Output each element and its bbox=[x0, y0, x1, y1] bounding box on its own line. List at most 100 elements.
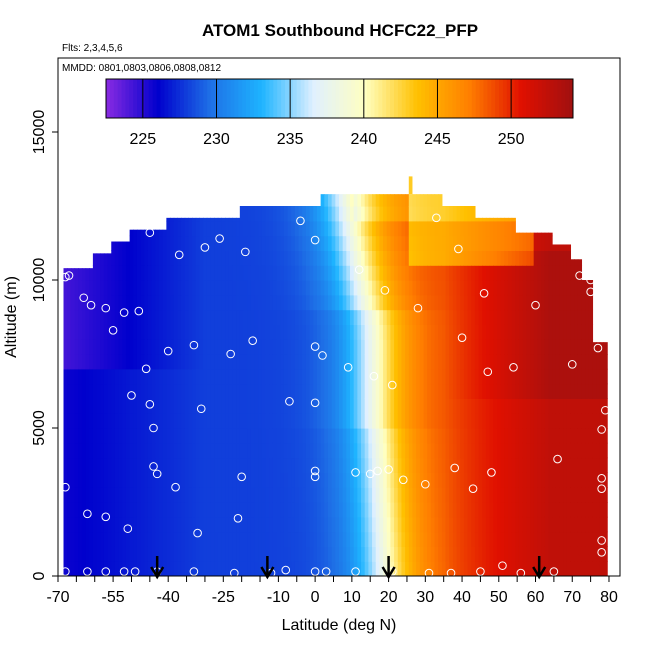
heatmap-cell bbox=[155, 472, 160, 488]
heatmap-cell bbox=[324, 235, 329, 251]
heatmap-cell bbox=[577, 487, 583, 503]
heatmap-cell bbox=[452, 250, 458, 266]
heatmap-cell bbox=[449, 354, 454, 370]
heatmap-cell bbox=[460, 413, 465, 429]
heatmap-cell bbox=[136, 309, 142, 325]
heatmap-cell bbox=[67, 268, 72, 281]
heatmap-cell bbox=[280, 398, 285, 414]
heatmap-cell bbox=[449, 413, 454, 429]
heatmap-cell bbox=[452, 487, 458, 503]
heatmap-cell bbox=[574, 398, 579, 414]
heatmap-cell bbox=[214, 413, 219, 429]
heatmap-cell bbox=[276, 442, 281, 459]
colorbar-segment bbox=[518, 79, 523, 118]
heatmap-cell bbox=[272, 220, 278, 237]
colorbar-segment bbox=[168, 79, 173, 118]
heatmap-cell bbox=[192, 354, 197, 370]
heatmap-cell bbox=[507, 265, 513, 281]
heatmap-cell bbox=[548, 561, 553, 576]
heatmap-cell bbox=[342, 220, 347, 237]
heatmap-cell bbox=[493, 324, 498, 340]
heatmap-cell bbox=[280, 235, 285, 251]
heatmap-cell bbox=[173, 265, 178, 281]
heatmap-cell bbox=[588, 457, 594, 473]
heatmap-cell bbox=[63, 561, 68, 576]
heatmap-cell bbox=[74, 268, 79, 281]
heatmap-cell bbox=[361, 294, 366, 311]
heatmap-cell bbox=[247, 472, 252, 488]
heatmap-cell bbox=[188, 250, 193, 266]
heatmap-cell bbox=[408, 324, 414, 340]
heatmap-cell bbox=[463, 383, 469, 399]
heatmap-cell bbox=[518, 354, 524, 370]
heatmap-cell bbox=[214, 428, 219, 444]
heatmap-cell bbox=[254, 502, 259, 518]
heatmap-cell bbox=[474, 531, 480, 547]
heatmap-cell bbox=[217, 235, 223, 251]
heatmap-cell bbox=[309, 516, 314, 533]
heatmap-cell bbox=[239, 294, 245, 311]
heatmap-cell bbox=[405, 487, 410, 503]
heatmap-cell bbox=[383, 280, 388, 296]
colorbar-segment bbox=[378, 79, 383, 118]
heatmap-cell bbox=[324, 502, 329, 518]
heatmap-cell bbox=[125, 413, 131, 429]
heatmap-cell bbox=[173, 546, 178, 562]
heatmap-cell bbox=[518, 250, 524, 266]
heatmap-cell bbox=[258, 354, 263, 370]
heatmap-cell bbox=[581, 383, 586, 399]
heatmap-cell bbox=[250, 368, 256, 385]
heatmap-cell bbox=[151, 413, 156, 429]
heatmap-cell bbox=[151, 442, 156, 459]
heatmap-cell bbox=[133, 457, 138, 473]
heatmap-cell bbox=[265, 428, 270, 444]
heatmap-cell bbox=[335, 206, 340, 222]
heatmap-cell bbox=[203, 472, 208, 488]
heatmap-cell bbox=[324, 194, 329, 207]
heatmap-cell bbox=[195, 220, 201, 237]
heatmap-cell bbox=[162, 383, 167, 399]
heatmap-cell bbox=[173, 294, 178, 311]
heatmap-cell bbox=[305, 250, 311, 266]
heatmap-cell bbox=[471, 368, 476, 385]
heatmap-cell bbox=[258, 428, 263, 444]
heatmap-cell bbox=[269, 457, 274, 473]
heatmap-cell bbox=[78, 516, 83, 533]
heatmap-cell bbox=[96, 457, 101, 473]
heatmap-cell bbox=[181, 457, 186, 473]
heatmap-cell bbox=[434, 531, 439, 547]
heatmap-cell bbox=[504, 472, 509, 488]
heatmap-cell bbox=[335, 250, 340, 266]
heatmap-cell bbox=[416, 516, 421, 533]
heatmap-cell bbox=[324, 487, 329, 503]
heatmap-cell bbox=[361, 250, 366, 266]
sample-point bbox=[373, 466, 382, 476]
heatmap-cell bbox=[184, 235, 189, 251]
colorbar-segment bbox=[164, 79, 169, 118]
heatmap-cell bbox=[199, 487, 204, 503]
heatmap-cell bbox=[449, 368, 454, 385]
heatmap-cell bbox=[111, 241, 116, 251]
heatmap-cell bbox=[199, 339, 204, 355]
heatmap-cell bbox=[184, 324, 189, 340]
heatmap-cell bbox=[122, 339, 127, 355]
heatmap-cell bbox=[225, 324, 230, 340]
heatmap-cell bbox=[276, 235, 281, 251]
heatmap-cell bbox=[408, 561, 414, 576]
heatmap-cell bbox=[581, 531, 586, 547]
heatmap-cell bbox=[217, 280, 223, 296]
heatmap-cell bbox=[419, 280, 425, 296]
colorbar-segment bbox=[218, 79, 224, 118]
heatmap-cell bbox=[603, 428, 608, 444]
heatmap-cell bbox=[533, 457, 538, 473]
heatmap-cell bbox=[129, 413, 134, 429]
heatmap-cell bbox=[456, 531, 461, 547]
heatmap-cell bbox=[100, 354, 105, 370]
sample-point bbox=[285, 397, 294, 406]
heatmap-cell bbox=[493, 280, 498, 296]
heatmap-cell bbox=[339, 516, 344, 533]
heatmap-cell bbox=[482, 502, 487, 518]
heatmap-cell bbox=[489, 472, 494, 488]
heatmap-cell bbox=[291, 561, 296, 576]
sample-point bbox=[61, 272, 70, 282]
